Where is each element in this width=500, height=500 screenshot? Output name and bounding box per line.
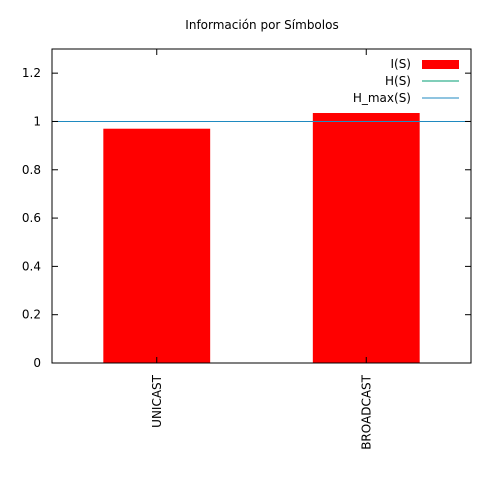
y-tick-label: 0 bbox=[33, 356, 41, 370]
legend-label: H_max(S) bbox=[353, 91, 411, 105]
bar-unicast bbox=[103, 128, 211, 363]
legend-label: I(S) bbox=[390, 57, 411, 71]
x-axis: UNICAST BROADCAST bbox=[150, 49, 373, 450]
bar-broadcast bbox=[312, 113, 420, 363]
y-tick-label: 0.6 bbox=[22, 211, 41, 225]
x-tick-label-unicast: UNICAST bbox=[150, 374, 164, 428]
legend: I(S) H(S) H_max(S) bbox=[353, 57, 459, 105]
legend-swatch-bar bbox=[422, 60, 459, 69]
chart-title: Información por Símbolos bbox=[185, 18, 338, 32]
x-tick-label-broadcast: BROADCAST bbox=[359, 374, 373, 449]
y-tick-label: 0.2 bbox=[22, 308, 41, 322]
y-tick-label: 0.8 bbox=[22, 163, 41, 177]
bars-group bbox=[103, 113, 420, 363]
plot-frame bbox=[51, 48, 472, 364]
y-tick-label: 1.2 bbox=[22, 66, 41, 80]
y-tick-label: 1 bbox=[33, 114, 41, 128]
legend-label: H(S) bbox=[385, 74, 411, 88]
y-tick-label: 0.4 bbox=[22, 259, 41, 273]
y-axis: 0 0.2 0.4 0.6 0.8 1 1.2 bbox=[22, 66, 471, 370]
